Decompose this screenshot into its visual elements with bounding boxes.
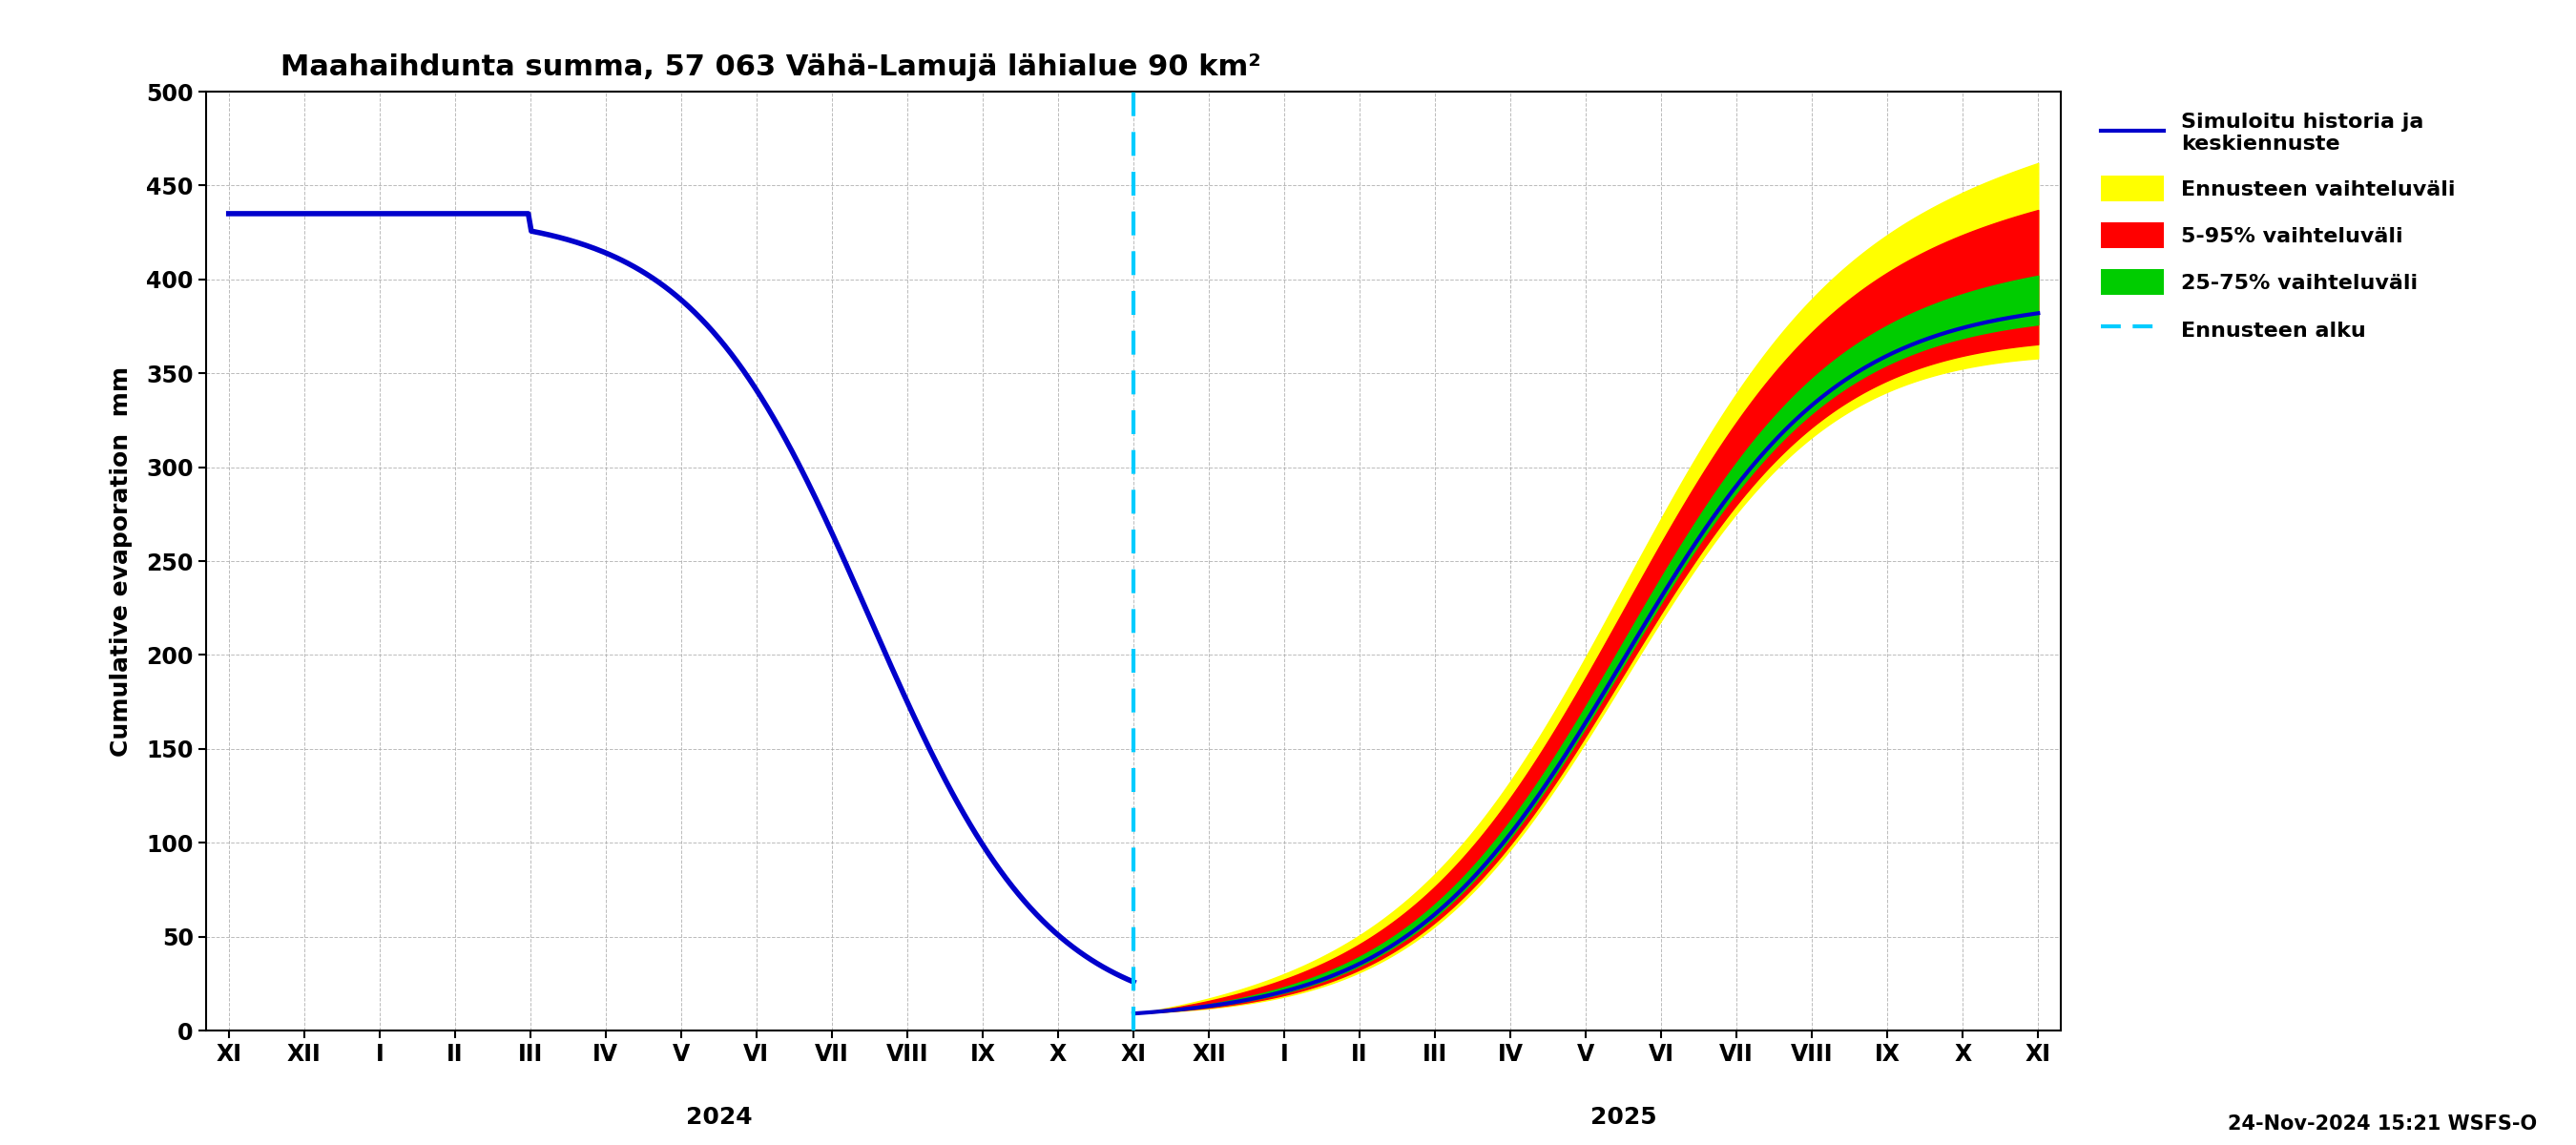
Text: 2025: 2025 xyxy=(1589,1106,1656,1129)
Text: 24-Nov-2024 15:21 WSFS-O: 24-Nov-2024 15:21 WSFS-O xyxy=(2228,1114,2537,1134)
Text: 2024: 2024 xyxy=(685,1106,752,1129)
Y-axis label: Cumulative evaporation  mm: Cumulative evaporation mm xyxy=(111,366,134,756)
Legend: Simuloitu historia ja
keskiennuste, Ennusteen vaihteluväli, 5-95% vaihteluväli, : Simuloitu historia ja keskiennuste, Ennu… xyxy=(2089,102,2465,353)
Text: Maahaihdunta summa, 57 063 Vähä-Lamujä lähialue 90 km²: Maahaihdunta summa, 57 063 Vähä-Lamujä l… xyxy=(281,54,1260,81)
